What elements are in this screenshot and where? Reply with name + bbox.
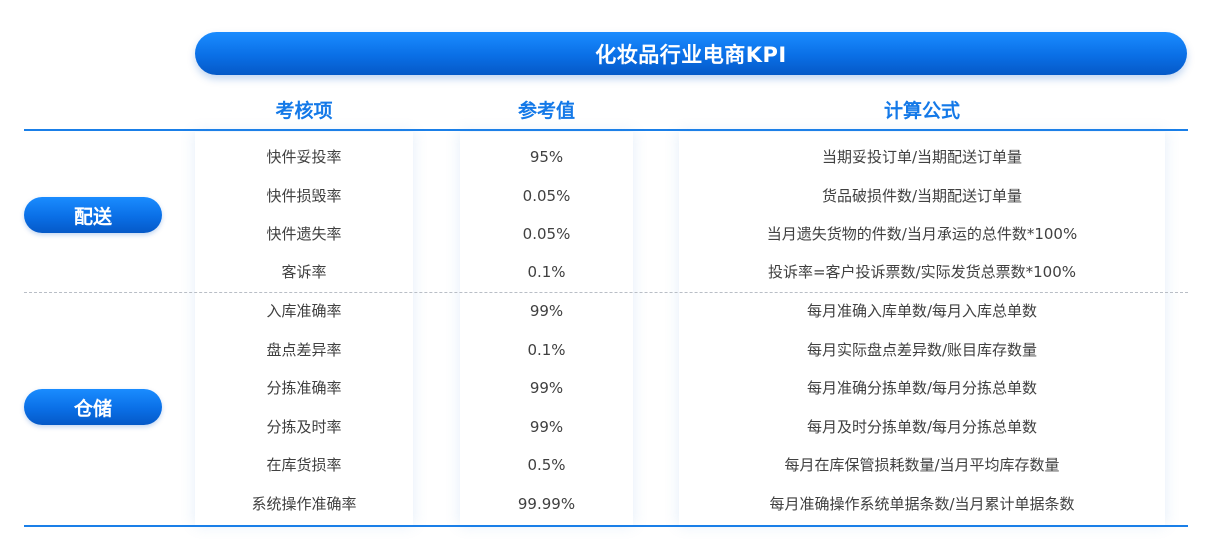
- kpi-formula-cell: 每月准确入库单数/每月入库总单数: [806, 302, 1038, 320]
- formula-column-panel: [679, 132, 1165, 525]
- bottom-divider: [24, 525, 1188, 527]
- kpi-item-cell: 分拣及时率: [266, 418, 342, 436]
- kpi-formula-cell: 每月准确操作系统单据条数/当月累计单据条数: [769, 495, 1075, 513]
- kpi-value-cell: 99.99%: [517, 495, 576, 513]
- kpi-value-cell: 99%: [529, 418, 564, 436]
- kpi-formula-cell: 每月在库保管损耗数量/当月平均库存数量: [784, 456, 1060, 474]
- kpi-item-cell: 快件妥投率: [266, 148, 342, 166]
- kpi-item-cell: 分拣准确率: [266, 379, 342, 397]
- kpi-value-cell: 0.5%: [527, 456, 566, 474]
- kpi-item-cell: 盘点差异率: [266, 341, 342, 359]
- kpi-value-cell: 0.05%: [522, 187, 571, 205]
- title-banner: 化妆品行业电商KPI: [195, 32, 1187, 75]
- section-divider: [24, 292, 1188, 293]
- kpi-item-cell: 快件损毁率: [266, 187, 342, 205]
- column-header-formula: 计算公式: [883, 100, 960, 122]
- kpi-formula-cell: 每月实际盘点差异数/账目库存数量: [806, 341, 1038, 359]
- column-header-item: 考核项: [275, 100, 333, 122]
- kpi-value-cell: 0.1%: [527, 263, 566, 281]
- kpi-value-cell: 0.1%: [527, 341, 566, 359]
- header-divider: [24, 129, 1188, 131]
- kpi-formula-cell: 当月遗失货物的件数/当月承运的总件数*100%: [766, 225, 1078, 243]
- category-badge-warehouse: 仓储: [24, 389, 162, 425]
- page-title: 化妆品行业电商KPI: [595, 42, 787, 67]
- value-column-panel: [460, 132, 633, 525]
- kpi-value-cell: 0.05%: [522, 225, 571, 243]
- kpi-item-cell: 客诉率: [281, 263, 327, 281]
- kpi-formula-cell: 投诉率=客户投诉票数/实际发货总票数*100%: [767, 263, 1076, 281]
- kpi-item-cell: 快件遗失率: [266, 225, 342, 243]
- category-badge-delivery: 配送: [24, 197, 162, 233]
- column-header-value: 参考值: [517, 100, 575, 122]
- kpi-formula-cell: 当期妥投订单/当期配送订单量: [821, 148, 1023, 166]
- kpi-formula-cell: 每月及时分拣单数/每月分拣总单数: [806, 418, 1038, 436]
- item-column-panel: [195, 132, 413, 525]
- kpi-item-cell: 系统操作准确率: [251, 495, 357, 513]
- kpi-value-cell: 99%: [529, 379, 564, 397]
- kpi-item-cell: 在库货损率: [266, 456, 342, 474]
- kpi-formula-cell: 每月准确分拣单数/每月分拣总单数: [806, 379, 1038, 397]
- kpi-value-cell: 95%: [529, 148, 564, 166]
- kpi-item-cell: 入库准确率: [266, 302, 342, 320]
- kpi-value-cell: 99%: [529, 302, 564, 320]
- kpi-formula-cell: 货品破损件数/当期配送订单量: [821, 187, 1023, 205]
